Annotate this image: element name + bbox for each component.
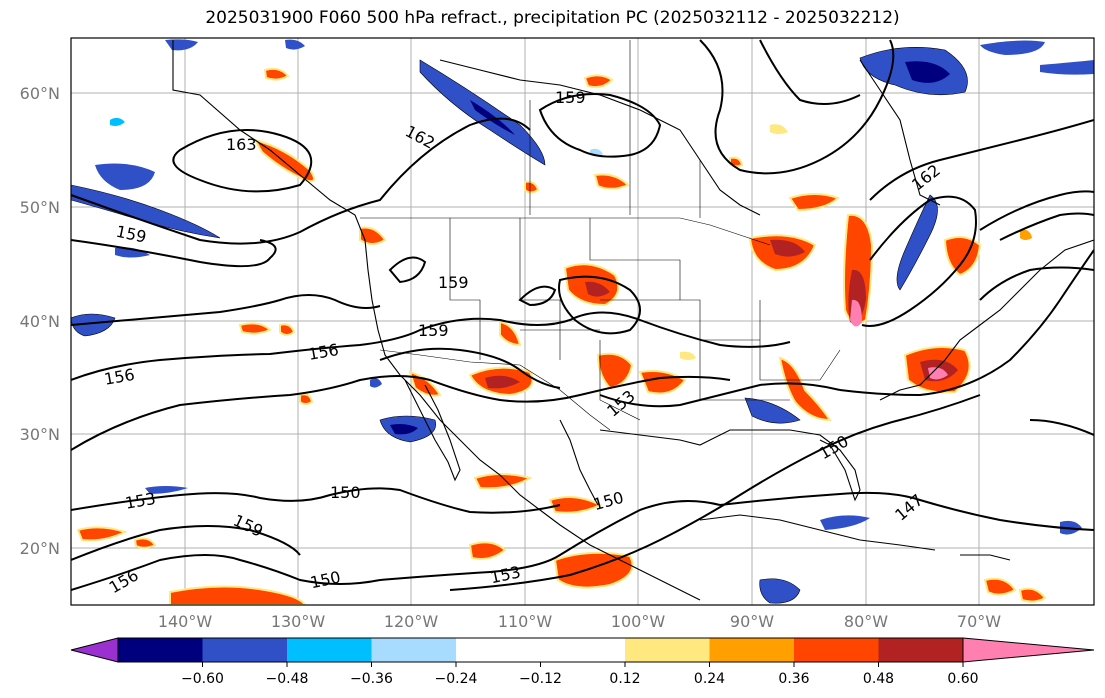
colorbar-extend-low [70, 637, 119, 663]
colorbar-tick: 0.48 [863, 671, 894, 687]
contour-label: 159 [555, 88, 586, 107]
colorbar-segment [202, 638, 287, 662]
colorbar-segment [118, 638, 203, 662]
colorbar-segment [878, 638, 963, 662]
colorbar-tick: 0.12 [609, 671, 640, 687]
colorbar-tick: −0.48 [266, 671, 309, 687]
lon-label: 100°W [611, 612, 666, 631]
map-title: 2025031900 F060 500 hPa refract., precip… [205, 8, 900, 28]
colorbar-tick: −0.12 [519, 671, 562, 687]
lon-label: 140°W [158, 612, 213, 631]
lat-label: 40°N [20, 312, 60, 331]
lon-label: 120°W [384, 612, 439, 631]
colorbar-tick: −0.24 [435, 671, 478, 687]
contour-label: 159 [438, 273, 469, 292]
colorbar-tick: −0.60 [181, 671, 224, 687]
latitude-labels: 60°N 50°N 40°N 30°N 20°N [20, 84, 60, 558]
colorbar: −0.60 −0.48 −0.36 −0.24 −0.12 0.12 0.24 … [70, 637, 1095, 687]
political-boundaries [360, 40, 841, 431]
negative-anomaly-patches [71, 39, 1094, 604]
colorbar-segment [371, 638, 456, 662]
colorbar-segment [709, 638, 794, 662]
colorbar-tick: −0.36 [350, 671, 393, 687]
lat-label: 20°N [20, 539, 60, 558]
colorbar-tick: 0.24 [694, 671, 725, 687]
lon-label: 130°W [271, 612, 326, 631]
colorbar-tick: 0.60 [947, 671, 978, 687]
colorbar-segment [794, 638, 879, 662]
map-frame [70, 37, 1095, 606]
lon-label: 70°W [957, 612, 1001, 631]
colorbar-segment [456, 638, 541, 662]
lat-label: 50°N [20, 198, 60, 217]
colorbar-segment [287, 638, 372, 662]
contour-label: 150 [330, 483, 361, 502]
colorbar-segment [625, 638, 710, 662]
contour-label: 163 [226, 135, 257, 154]
lat-label: 30°N [20, 425, 60, 444]
lon-label: 110°W [498, 612, 553, 631]
longitude-labels: 140°W 130°W 120°W 110°W 100°W 90°W 80°W … [158, 612, 1001, 631]
lon-label: 80°W [844, 612, 888, 631]
colorbar-segment [540, 638, 625, 662]
refractivity-contours [71, 39, 1094, 591]
coastlines [172, 40, 1094, 601]
colorbar-extend-high [962, 637, 1095, 663]
positive-anomaly-patches [76, 67, 1047, 605]
colorbar-tick: 0.36 [778, 671, 809, 687]
lat-label: 60°N [20, 84, 60, 103]
contour-label: 159 [418, 321, 449, 340]
lon-label: 90°W [730, 612, 774, 631]
